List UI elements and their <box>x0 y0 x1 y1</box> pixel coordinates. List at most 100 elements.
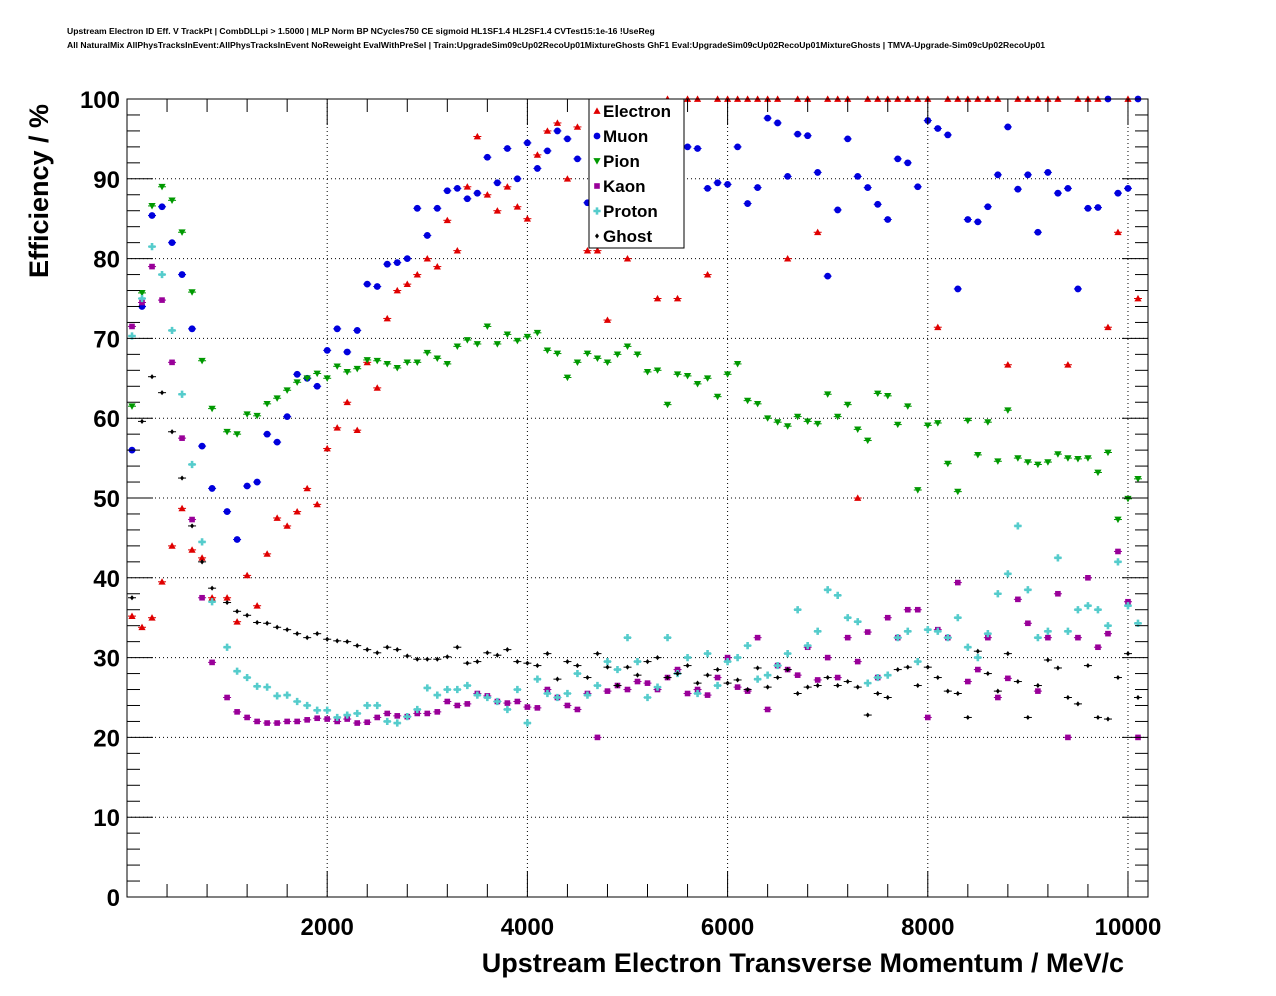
legend-marker <box>593 207 601 215</box>
data-point <box>1074 456 1082 463</box>
data-point <box>463 337 471 344</box>
data-point <box>1004 361 1012 368</box>
data-point <box>333 363 341 370</box>
data-point <box>284 718 290 725</box>
data-point <box>944 460 952 468</box>
data-point <box>443 685 451 694</box>
data-point <box>189 516 195 523</box>
data-point <box>845 678 850 685</box>
data-point <box>844 401 852 409</box>
data-point <box>393 365 401 372</box>
data-point <box>1015 596 1021 603</box>
data-point <box>824 391 832 398</box>
data-point <box>363 357 371 364</box>
data-point <box>875 690 880 697</box>
data-point <box>128 612 136 619</box>
legend-marker <box>594 183 600 189</box>
data-point <box>683 373 692 380</box>
data-point <box>1095 644 1101 651</box>
data-point <box>623 343 632 350</box>
data-point <box>473 341 481 348</box>
data-point <box>503 145 511 152</box>
data-point <box>534 165 541 172</box>
data-point <box>343 711 351 719</box>
data-point <box>705 672 710 678</box>
data-point <box>553 119 562 126</box>
data-point <box>834 591 842 599</box>
data-point <box>633 351 642 358</box>
data-point <box>834 413 842 421</box>
data-point <box>824 272 832 280</box>
data-point <box>178 229 186 236</box>
data-point <box>453 184 461 192</box>
axes: 2000 4000 6000 8000 10000 0 10 20 30 40 50 60 70 80 90… <box>80 87 1161 941</box>
data-point <box>683 654 692 662</box>
data-point <box>208 485 216 492</box>
data-point <box>383 260 391 268</box>
data-point <box>149 263 155 270</box>
data-point <box>208 598 216 606</box>
data-point <box>523 215 531 222</box>
data-point <box>1064 455 1072 462</box>
data-point <box>140 418 145 424</box>
data-point <box>523 333 531 341</box>
data-point <box>914 183 922 191</box>
data-point <box>714 179 721 187</box>
data-point <box>835 682 840 689</box>
data-point <box>573 123 582 130</box>
data-point <box>814 169 822 176</box>
data-point <box>373 283 381 290</box>
data-point <box>313 382 321 390</box>
data-point <box>208 405 216 413</box>
data-point <box>333 325 341 333</box>
data-point <box>1105 630 1111 637</box>
data-point <box>695 680 700 686</box>
data-point <box>243 673 251 682</box>
legend-label: Ghost <box>603 227 652 246</box>
data-point <box>1004 123 1012 131</box>
data-point <box>273 514 281 521</box>
data-point <box>673 294 682 302</box>
data-point <box>593 681 602 690</box>
data-point <box>363 701 371 710</box>
data-point <box>443 361 451 368</box>
data-point <box>473 691 481 699</box>
data-point <box>854 173 862 180</box>
data-point <box>210 585 215 591</box>
data-point <box>455 644 460 650</box>
data-point <box>313 706 321 714</box>
data-point <box>138 294 146 303</box>
data-point <box>1014 185 1022 193</box>
data-point <box>725 680 730 686</box>
data-point <box>423 349 431 357</box>
data-point <box>324 716 330 722</box>
data-point <box>774 119 782 127</box>
data-point <box>383 314 391 322</box>
data-point <box>603 359 612 366</box>
data-point <box>433 355 441 362</box>
data-point <box>1065 694 1070 701</box>
data-point <box>374 714 381 721</box>
data-point <box>323 375 331 382</box>
data-point <box>594 734 601 741</box>
data-point <box>765 684 770 690</box>
data-point <box>944 634 952 642</box>
data-point <box>423 684 431 692</box>
data-point <box>1085 575 1091 581</box>
data-point <box>169 359 175 366</box>
data-point <box>575 662 580 669</box>
x-tick-label: 10000 <box>1095 914 1162 941</box>
data-point <box>884 614 891 621</box>
data-point <box>613 665 622 674</box>
data-point <box>1034 461 1042 469</box>
data-point <box>335 638 340 644</box>
data-point <box>168 239 176 247</box>
data-point <box>954 285 962 293</box>
data-point <box>545 651 550 657</box>
data-point <box>209 659 215 666</box>
data-point <box>754 675 762 683</box>
data-point <box>655 655 660 661</box>
data-point <box>564 702 571 709</box>
data-point <box>1094 606 1102 614</box>
